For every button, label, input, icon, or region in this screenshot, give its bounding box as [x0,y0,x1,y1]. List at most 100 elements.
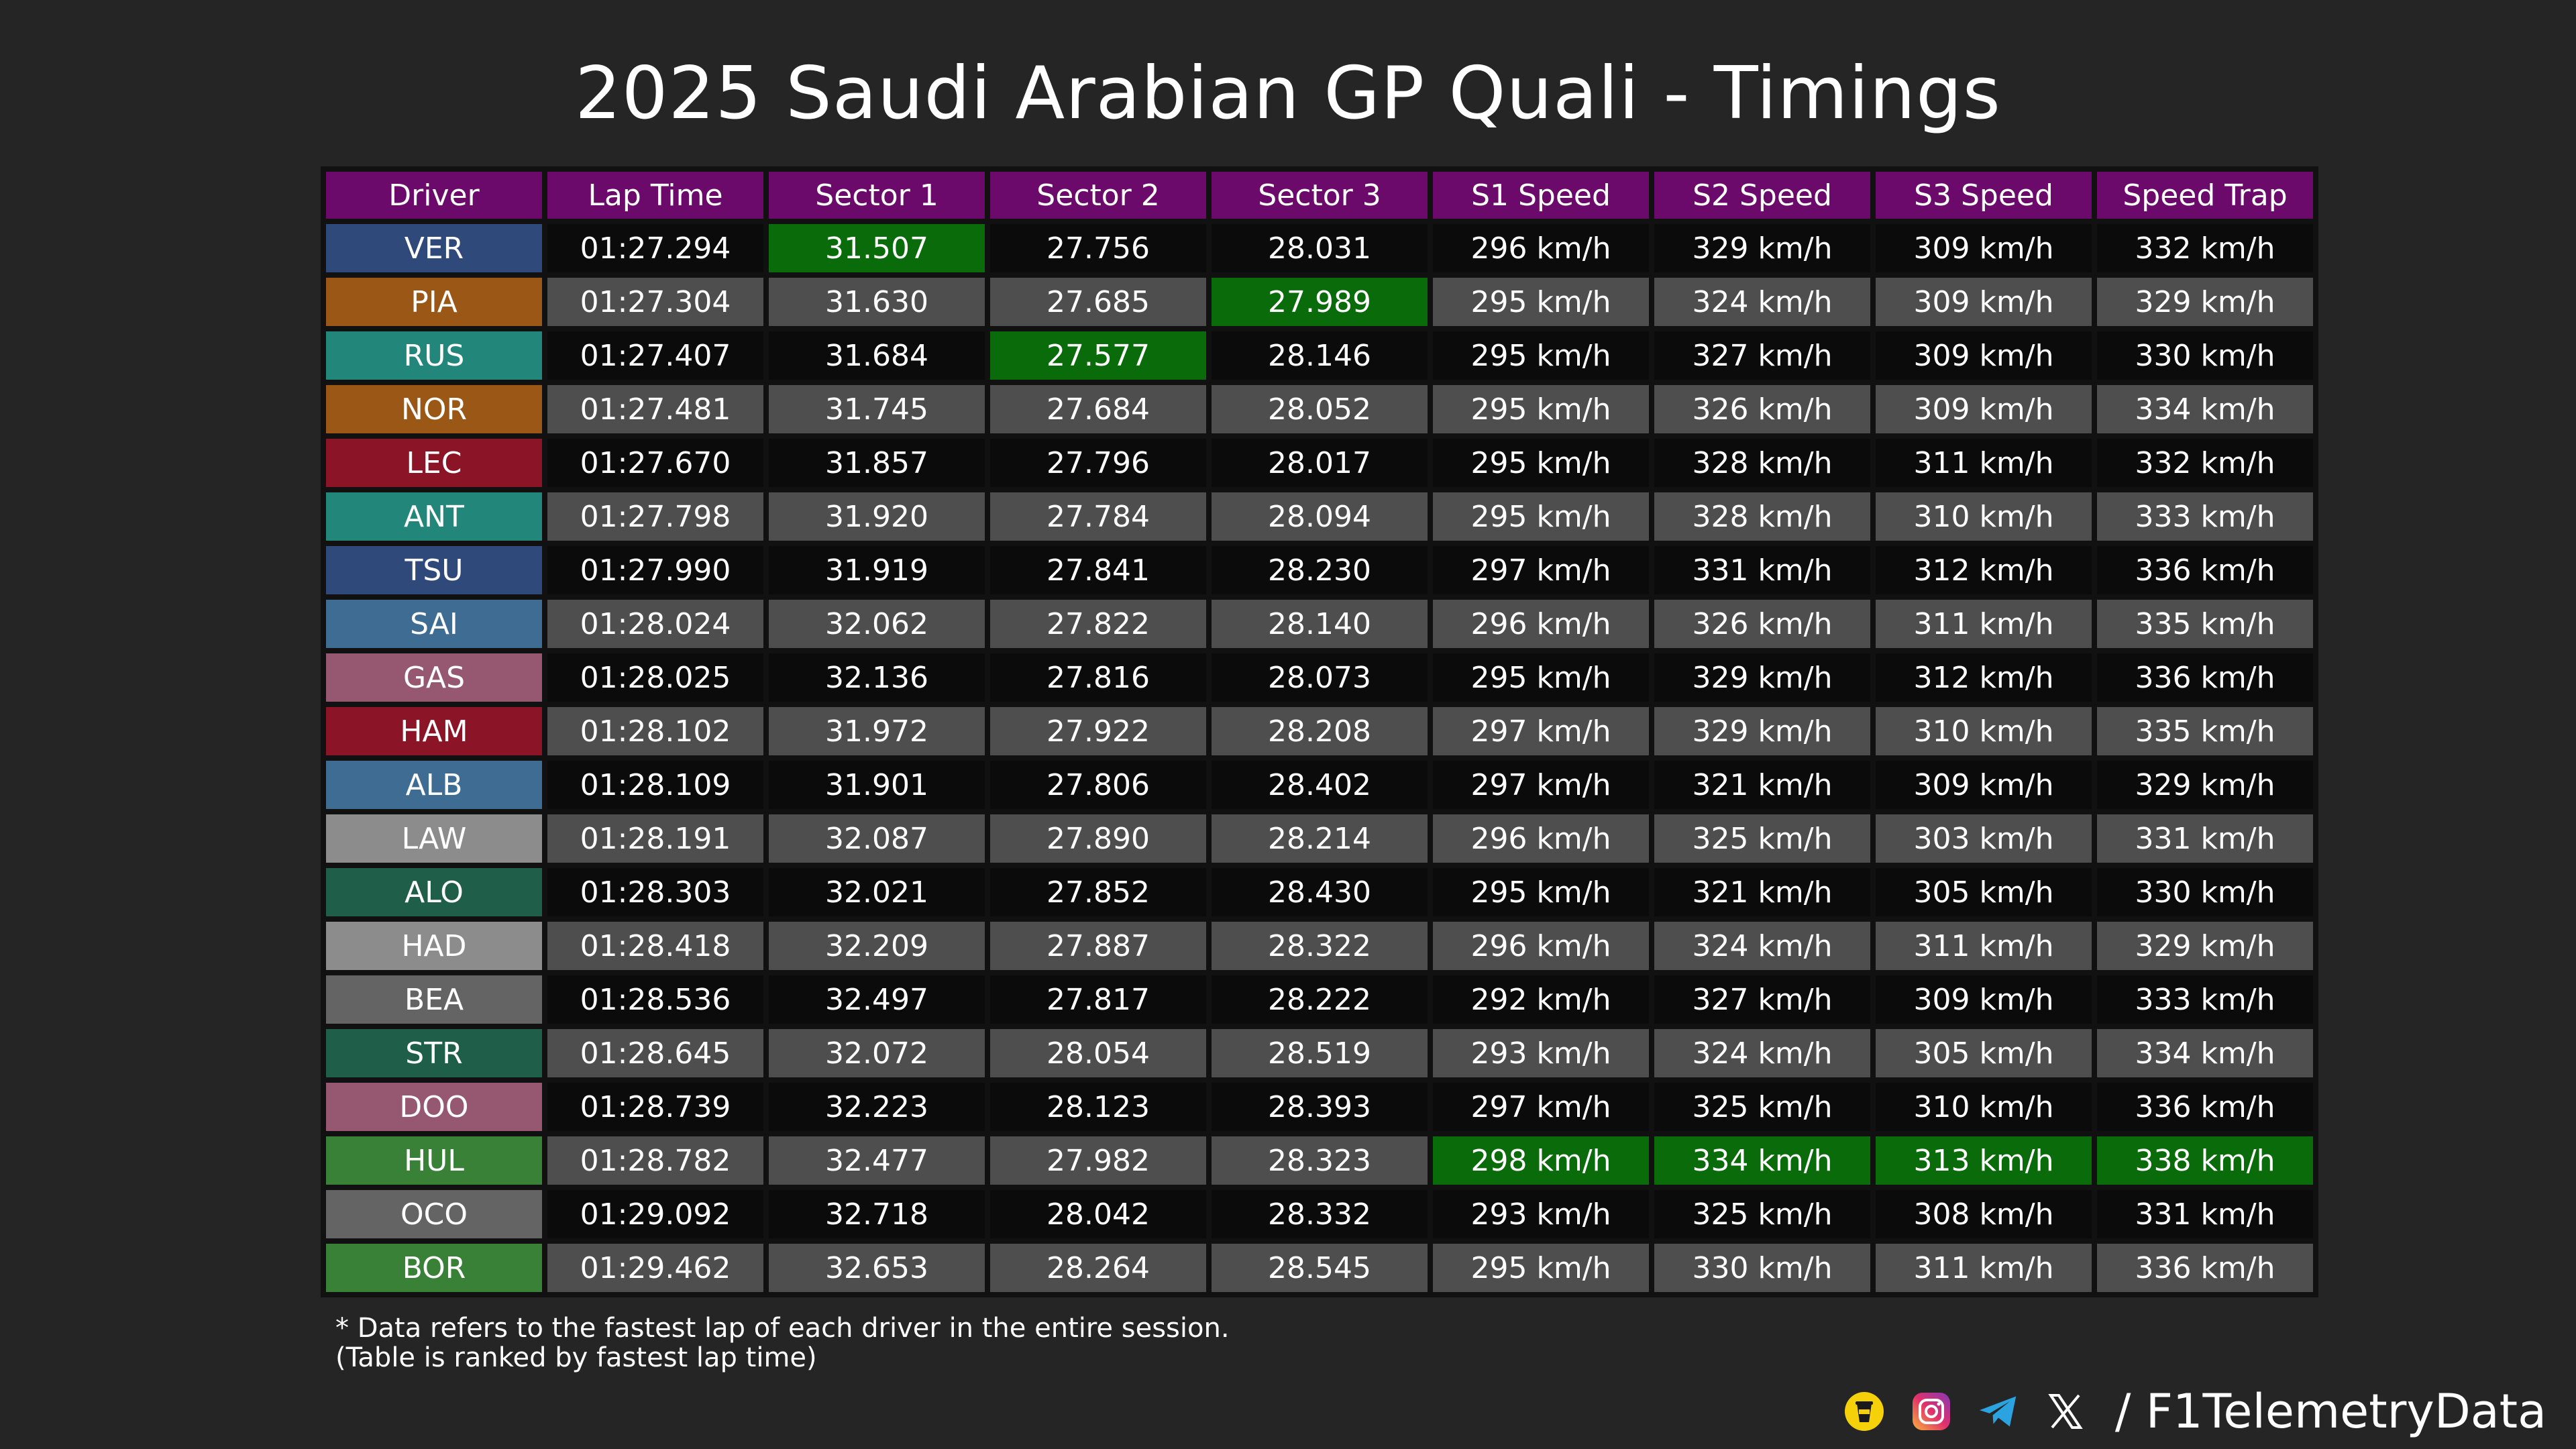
sector3-cell: 28.545 [1209,1241,1430,1295]
s2-speed-cell: 325 km/h [1652,812,1873,865]
speed-trap-cell: 336 km/h [2094,1080,2316,1134]
sector2-cell: 27.890 [987,812,1209,865]
s1-speed-cell: 295 km/h [1430,865,1652,919]
s3-speed-cell: 311 km/h [1873,597,2094,651]
sector1-cell: 31.901 [766,758,987,812]
lap-time-cell: 01:28.191 [545,812,766,865]
s1-speed-cell: 295 km/h [1430,651,1652,704]
speed-trap-cell: 334 km/h [2094,1026,2316,1080]
lap-time-cell: 01:29.462 [545,1241,766,1295]
sector3-cell: 28.146 [1209,329,1430,382]
table-row: SAI 01:28.024 32.062 27.822 28.140 296 km/h 32… [323,597,2316,651]
sector1-cell: 31.857 [766,436,987,490]
table-row: HUL 01:28.782 32.477 27.982 28.323 298 km/h 33… [323,1134,2316,1187]
s1-speed-cell: 295 km/h [1430,490,1652,543]
lap-time-cell: 01:27.294 [545,221,766,275]
s3-speed-cell: 309 km/h [1873,329,2094,382]
s3-speed-cell: 310 km/h [1873,490,2094,543]
speed-trap-cell: 329 km/h [2094,758,2316,812]
sector3-cell: 28.214 [1209,812,1430,865]
column-header: Driver [323,169,545,221]
lap-time-cell: 01:28.024 [545,597,766,651]
table-row: ALB 01:28.109 31.901 27.806 28.402 297 km/h 32… [323,758,2316,812]
sector2-cell: 27.922 [987,704,1209,758]
sector2-cell: 27.852 [987,865,1209,919]
sector3-cell: 28.323 [1209,1134,1430,1187]
column-header: Sector 3 [1209,169,1430,221]
column-header: S1 Speed [1430,169,1652,221]
sector1-cell: 31.684 [766,329,987,382]
speed-trap-cell: 336 km/h [2094,651,2316,704]
driver-cell: DOO [323,1080,545,1134]
table-row: BEA 01:28.536 32.497 27.817 28.222 292 km/h 32… [323,973,2316,1026]
sector2-cell: 27.822 [987,597,1209,651]
table-header-row: Driver Lap Time Sector 1 Sector 2 Sector 3 S1… [323,169,2316,221]
sector3-cell: 28.208 [1209,704,1430,758]
s2-speed-cell: 324 km/h [1652,919,1873,973]
lap-time-cell: 01:28.645 [545,1026,766,1080]
speed-trap-cell: 329 km/h [2094,919,2316,973]
s2-speed-cell: 334 km/h [1652,1134,1873,1187]
s3-speed-cell: 309 km/h [1873,275,2094,329]
sector1-cell: 31.630 [766,275,987,329]
footnote-line-1: * Data refers to the fastest lap of each… [335,1313,1230,1344]
driver-cell: HAD [323,919,545,973]
s2-speed-cell: 327 km/h [1652,329,1873,382]
s1-speed-cell: 295 km/h [1430,275,1652,329]
table-row: DOO 01:28.739 32.223 28.123 28.393 297 km/h 32… [323,1080,2316,1134]
s2-speed-cell: 325 km/h [1652,1080,1873,1134]
sector1-cell: 32.497 [766,973,987,1026]
table-row: ALO 01:28.303 32.021 27.852 28.430 295 km/h 32… [323,865,2316,919]
lap-time-cell: 01:28.782 [545,1134,766,1187]
sector1-cell: 32.209 [766,919,987,973]
social-handle[interactable]: / F1TelemetryData [2114,1384,2546,1439]
table-row: LAW 01:28.191 32.087 27.890 28.214 296 km/h 32… [323,812,2316,865]
lap-time-cell: 01:28.109 [545,758,766,812]
driver-cell: NOR [323,382,545,436]
s2-speed-cell: 328 km/h [1652,490,1873,543]
table-row: LEC 01:27.670 31.857 27.796 28.017 295 km/h 32… [323,436,2316,490]
sector1-cell: 31.507 [766,221,987,275]
speed-trap-cell: 334 km/h [2094,382,2316,436]
speed-trap-cell: 335 km/h [2094,704,2316,758]
sector3-cell: 28.322 [1209,919,1430,973]
s2-speed-cell: 329 km/h [1652,651,1873,704]
sector3-cell: 28.094 [1209,490,1430,543]
column-header: Sector 2 [987,169,1209,221]
sector2-cell: 27.796 [987,436,1209,490]
s2-speed-cell: 330 km/h [1652,1241,1873,1295]
speed-trap-cell: 330 km/h [2094,865,2316,919]
lap-time-cell: 01:28.025 [545,651,766,704]
sector1-cell: 31.919 [766,543,987,597]
lap-time-cell: 01:27.798 [545,490,766,543]
sector3-cell: 28.073 [1209,651,1430,704]
table-row: HAD 01:28.418 32.209 27.887 28.322 296 km/h 32… [323,919,2316,973]
s1-speed-cell: 297 km/h [1430,758,1652,812]
s1-speed-cell: 297 km/h [1430,1080,1652,1134]
s1-speed-cell: 295 km/h [1430,436,1652,490]
sector1-cell: 32.062 [766,597,987,651]
s2-speed-cell: 329 km/h [1652,221,1873,275]
sector1-cell: 32.072 [766,1026,987,1080]
s2-speed-cell: 325 km/h [1652,1187,1873,1241]
s2-speed-cell: 324 km/h [1652,275,1873,329]
buymeacoffee-icon[interactable] [1844,1391,1884,1432]
x-icon[interactable] [2045,1391,2086,1432]
s3-speed-cell: 310 km/h [1873,704,2094,758]
speed-trap-cell: 331 km/h [2094,1187,2316,1241]
s3-speed-cell: 305 km/h [1873,1026,2094,1080]
instagram-icon[interactable] [1911,1391,1951,1432]
column-header: Speed Trap [2094,169,2316,221]
s1-speed-cell: 296 km/h [1430,919,1652,973]
sector2-cell: 28.123 [987,1080,1209,1134]
speed-trap-cell: 336 km/h [2094,1241,2316,1295]
telegram-icon[interactable] [1978,1391,2019,1432]
sector3-cell: 27.989 [1209,275,1430,329]
s1-speed-cell: 295 km/h [1430,1241,1652,1295]
lap-time-cell: 01:28.418 [545,919,766,973]
s3-speed-cell: 309 km/h [1873,758,2094,812]
s1-speed-cell: 296 km/h [1430,221,1652,275]
social-bar: / F1TelemetryData [1844,1385,2546,1438]
sector1-cell: 31.972 [766,704,987,758]
table-row: HAM 01:28.102 31.972 27.922 28.208 297 km/h 32… [323,704,2316,758]
